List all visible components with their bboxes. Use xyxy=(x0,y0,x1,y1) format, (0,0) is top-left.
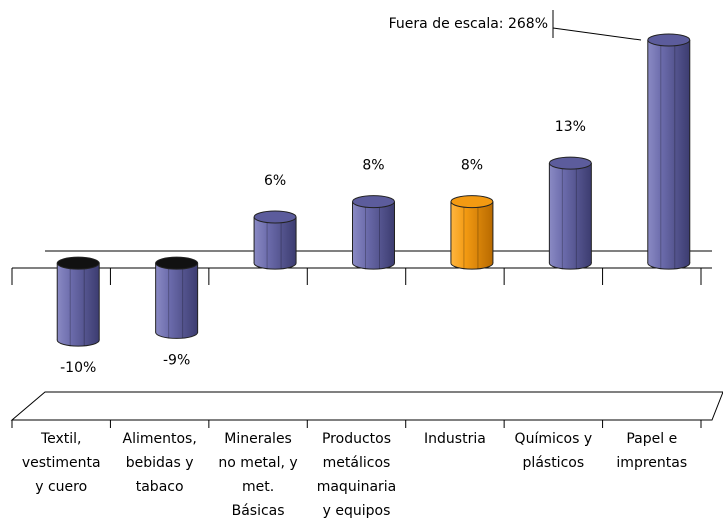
bar xyxy=(647,33,691,270)
x-tick-label: Productos metálicos maquinaria y equipos xyxy=(317,431,397,519)
bar xyxy=(352,195,395,270)
bar xyxy=(155,256,199,339)
data-label: 13% xyxy=(555,119,586,135)
category-plane xyxy=(10,391,723,421)
data-label: -10% xyxy=(60,360,96,376)
x-tick-label: Textil, vestimenta y cuero xyxy=(22,431,101,495)
bar-top xyxy=(253,210,297,224)
bar-body xyxy=(647,40,690,264)
x-tick-label: Minerales no metal, y met. Básicas xyxy=(218,431,297,519)
bar-top xyxy=(352,195,395,209)
data-label: 8% xyxy=(362,158,384,174)
bar xyxy=(450,195,494,270)
bar-body xyxy=(450,201,493,264)
x-tick-label: Industria xyxy=(424,431,486,447)
bar-top xyxy=(548,156,592,170)
x-tick-label: Papel e imprentas xyxy=(616,431,687,471)
x-tick-label: Alimentos, bebidas y tabaco xyxy=(123,431,197,495)
axis-frame xyxy=(10,10,723,421)
bar-body xyxy=(155,263,198,333)
bar xyxy=(56,256,100,347)
x-tick-label: Químicos y plásticos xyxy=(515,431,593,471)
bar-body xyxy=(549,163,592,264)
data-label: -9% xyxy=(163,352,190,368)
bar-top xyxy=(647,33,691,47)
annotation-leader xyxy=(552,27,642,41)
bar-body xyxy=(57,263,100,341)
data-label: 6% xyxy=(264,173,286,189)
data-label: 8% xyxy=(461,158,483,174)
bar-top xyxy=(56,256,100,270)
bar xyxy=(548,156,592,270)
bar-body xyxy=(352,201,395,264)
bar-body xyxy=(254,217,297,264)
bar-top xyxy=(155,256,199,270)
bar xyxy=(253,210,297,270)
annotation: Fuera de escala: 268% xyxy=(389,16,548,32)
bar-top xyxy=(450,195,494,209)
